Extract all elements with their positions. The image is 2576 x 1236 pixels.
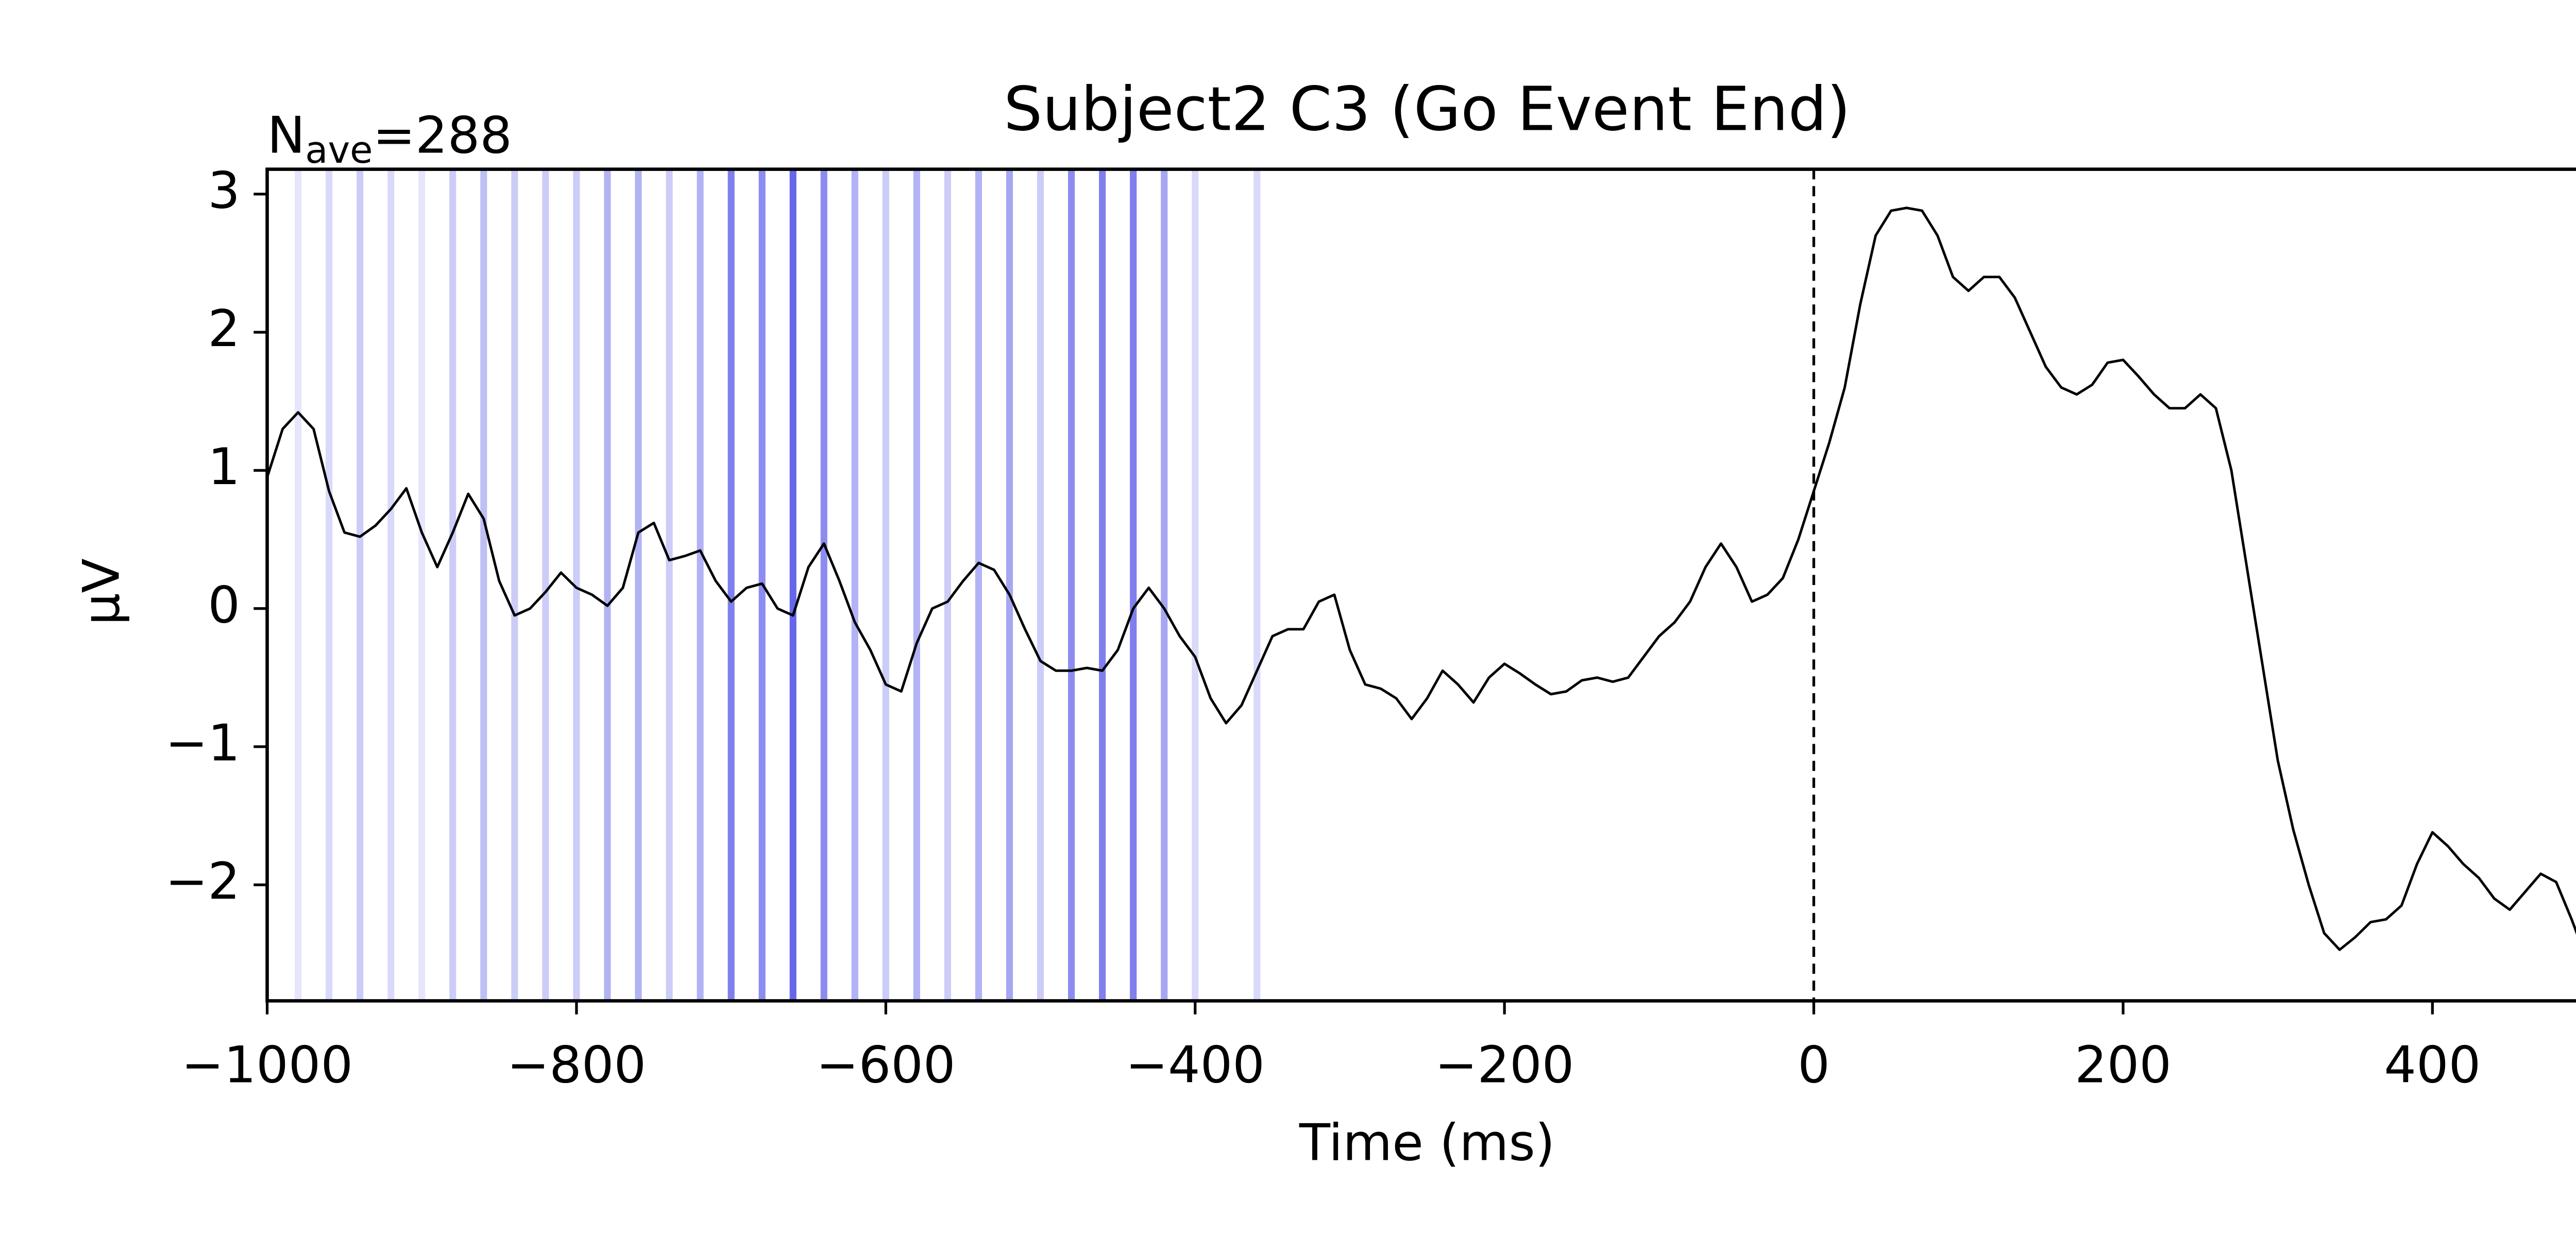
x-tick-label: −1000	[181, 1036, 353, 1095]
x-tick-label: 400	[2384, 1036, 2481, 1095]
annotation-subscript: ave	[305, 129, 372, 172]
annotation: Nave=288	[267, 106, 512, 171]
annotation-rest: =288	[373, 106, 512, 165]
y-tick-label: −1	[165, 714, 240, 773]
plot-frame	[265, 167, 2576, 1003]
y-axis-label: µV	[72, 558, 131, 625]
x-tick-label: 200	[2075, 1036, 2172, 1095]
y-tick-label: −2	[165, 852, 240, 911]
y-tick-label: 1	[208, 438, 240, 496]
x-tick-label: 0	[1798, 1036, 1830, 1095]
y-tick-label: 2	[208, 300, 240, 358]
y-tick-label: 0	[208, 576, 240, 634]
annotation-main: N	[267, 106, 306, 165]
data-line	[266, 207, 2576, 951]
y-tick-label: 3	[208, 162, 240, 220]
plot-area	[266, 169, 2576, 1001]
x-tick-label: −800	[507, 1036, 646, 1095]
x-tick-label: −400	[1126, 1036, 1265, 1095]
x-tick-label: −200	[1435, 1036, 1574, 1095]
x-tick-label: −600	[816, 1036, 955, 1095]
x-axis-label: Time (ms)	[1299, 1113, 1555, 1172]
chart-title: Subject2 C3 (Go Event End)	[1004, 74, 1851, 145]
